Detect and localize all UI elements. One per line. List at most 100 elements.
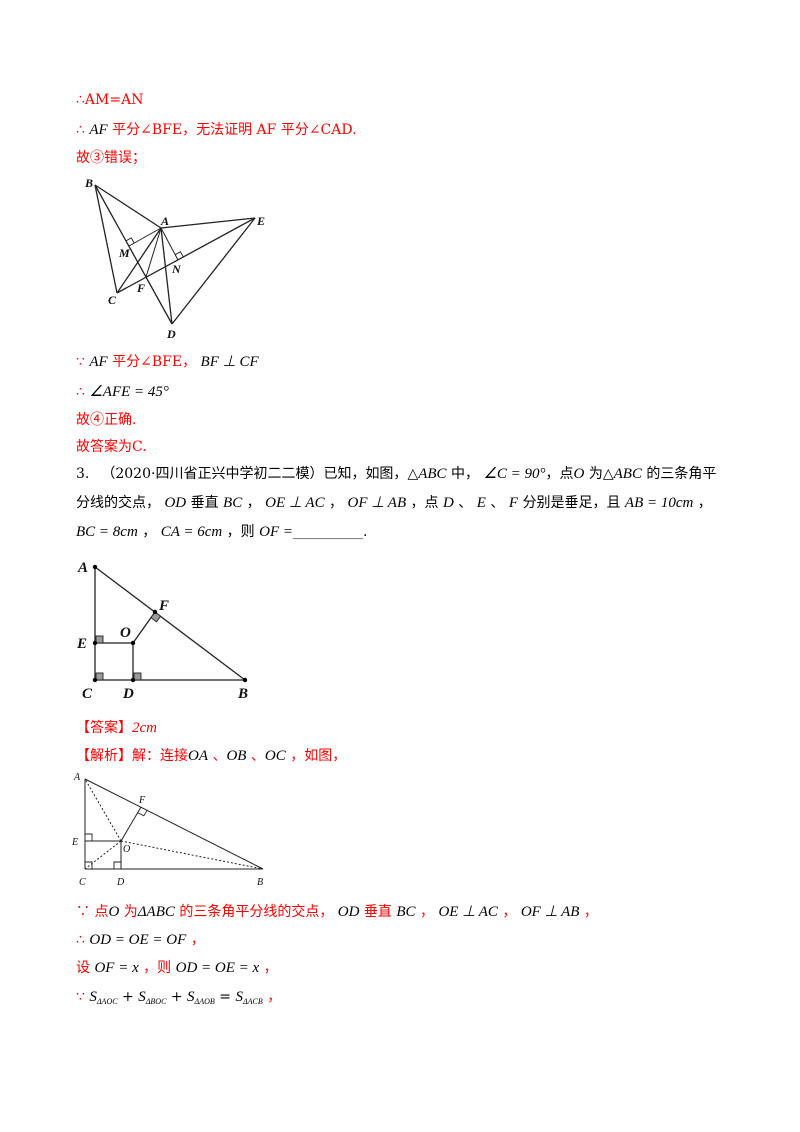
area-symbol: S xyxy=(235,989,243,1005)
text-segment: ， xyxy=(137,524,161,540)
triangle-figure-3: A F E O C D B xyxy=(71,772,264,888)
text-segment: ，点 xyxy=(406,495,444,511)
text-segment: ∴AM=AN xyxy=(76,92,144,108)
because-af-bisects: ∵ AF 平分∠BFE， BF ⊥ CF xyxy=(76,353,259,371)
segment-an xyxy=(160,227,179,261)
answer-tag: 【答案】 xyxy=(76,720,132,736)
math-segment: D xyxy=(443,495,454,511)
text-segment: ， xyxy=(579,904,598,920)
answer-blank: __________ xyxy=(292,524,363,540)
right-angle-mark-m xyxy=(125,237,135,244)
text-segment: ， xyxy=(497,904,521,920)
label-a: A xyxy=(160,214,169,228)
text-segment: ， xyxy=(693,495,712,511)
label-b: B xyxy=(84,176,93,190)
math-segment: OD = OE = OF xyxy=(89,932,187,948)
text-segment: ， xyxy=(186,932,205,948)
math-segment: AF xyxy=(89,354,108,370)
because-symbol: ∵ xyxy=(76,989,90,1005)
label-f: F xyxy=(158,598,169,614)
point-c xyxy=(92,677,98,683)
math-segment: E xyxy=(476,495,486,511)
area-subscript: ΔAOC xyxy=(96,997,118,1006)
segment-af xyxy=(145,227,162,278)
label-f: F xyxy=(138,795,146,806)
segment-ae xyxy=(160,217,256,229)
right-angle-mark-n xyxy=(174,251,184,258)
label-o: O xyxy=(120,625,131,641)
right-angle-mark-f xyxy=(137,809,148,817)
math-segment: O xyxy=(573,466,585,482)
angle-afe-45: ∴ ∠AFE = 45° xyxy=(76,383,169,401)
text-segment: ，点 xyxy=(545,466,574,482)
label-m: M xyxy=(118,246,130,260)
point-d xyxy=(130,677,136,683)
text-segment: 、 xyxy=(208,748,227,764)
area-symbol: S xyxy=(89,989,97,1005)
right-angle-mark-c xyxy=(95,672,104,681)
point-a xyxy=(92,564,98,570)
text-segment: ， xyxy=(242,495,266,511)
question-number: 3. xyxy=(76,466,90,482)
therefore-symbol: ∴ xyxy=(76,122,90,138)
math-segment: OD xyxy=(164,495,187,511)
math-segment: CA = 6cm xyxy=(160,524,223,540)
text-segment: 故答案为C. xyxy=(76,439,147,455)
text-segment: （2020·四川省正兴中学初二二模）已知，如图， xyxy=(101,466,408,482)
text-segment: 分别是垂足，且 xyxy=(518,495,625,511)
text-segment: ，如图， xyxy=(285,748,347,764)
segment-of xyxy=(120,806,142,842)
area-sum-equation: ∵ SΔAOC + SΔBOC + SΔAOB = SΔACB ， xyxy=(76,988,281,1011)
text-segment: 为 xyxy=(119,904,138,920)
question-3-line-3: BC = 8cm ， CA = 6cm ，则 OF =__________. xyxy=(76,523,367,541)
analysis-line: 【解析】解：连接OA 、OB 、OC ，如图， xyxy=(76,747,346,765)
area-symbol: S xyxy=(187,989,195,1005)
segment-ad xyxy=(160,227,173,325)
math-segment: OB xyxy=(226,748,247,764)
math-segment: BC xyxy=(396,904,416,920)
text-segment: 垂直 xyxy=(359,904,397,920)
because-symbol: ∵ xyxy=(76,354,90,370)
area-symbol: S xyxy=(138,989,146,1005)
text-segment: . xyxy=(362,524,368,540)
answer-line: 【答案】2cm xyxy=(76,719,157,737)
math-segment: ∠C = 90° xyxy=(483,466,546,482)
segment-ce xyxy=(116,217,256,294)
segment-bc xyxy=(94,184,118,294)
label-b: B xyxy=(237,686,248,702)
label-c: C xyxy=(108,293,117,307)
label-e: E xyxy=(256,214,265,228)
side-ab xyxy=(84,778,264,870)
math-segment: AF xyxy=(89,122,108,138)
right-angle-mark-f xyxy=(150,611,162,623)
math-segment: OF = x xyxy=(94,960,139,976)
math-segment: OC xyxy=(264,748,286,764)
text-segment: ，则 xyxy=(222,524,260,540)
geometry-figure-1: B A E M N C F D xyxy=(84,176,265,341)
label-c: C xyxy=(79,877,86,888)
label-e: E xyxy=(76,636,87,652)
text-segment: ∵ 点 xyxy=(76,904,109,920)
area-subscript: ΔACB xyxy=(242,997,263,1006)
math-segment: OF = xyxy=(259,524,293,540)
label-c: C xyxy=(82,686,93,702)
text-segment: 为 xyxy=(584,466,603,482)
math-segment: BF ⊥ CF xyxy=(200,354,259,370)
text-segment: 的三条角平分线的交点， xyxy=(174,904,338,920)
text-segment: ， xyxy=(259,960,278,976)
point-f xyxy=(152,609,158,615)
conclusion-af-bisects: ∴ AF 平分∠BFE，无法证明 AF 平分∠CAD. xyxy=(76,121,357,139)
math-segment: OF ⊥ AB xyxy=(520,904,580,920)
text-segment: 平分∠BFE， xyxy=(107,354,201,370)
right-angle-mark-e xyxy=(85,833,93,841)
text-segment: 垂直 xyxy=(186,495,224,511)
segment-ed xyxy=(171,217,256,325)
math-segment: OD = OE = x xyxy=(175,960,260,976)
math-segment: AB = 10cm xyxy=(624,495,694,511)
math-segment: OF ⊥ AB xyxy=(347,495,407,511)
text-segment: 、 xyxy=(485,495,509,511)
right-angle-mark-c xyxy=(85,861,93,869)
text-segment: 的三条角平 xyxy=(641,466,717,482)
math-segment: OE ⊥ AC xyxy=(438,904,498,920)
plus-sign: + xyxy=(166,989,188,1005)
